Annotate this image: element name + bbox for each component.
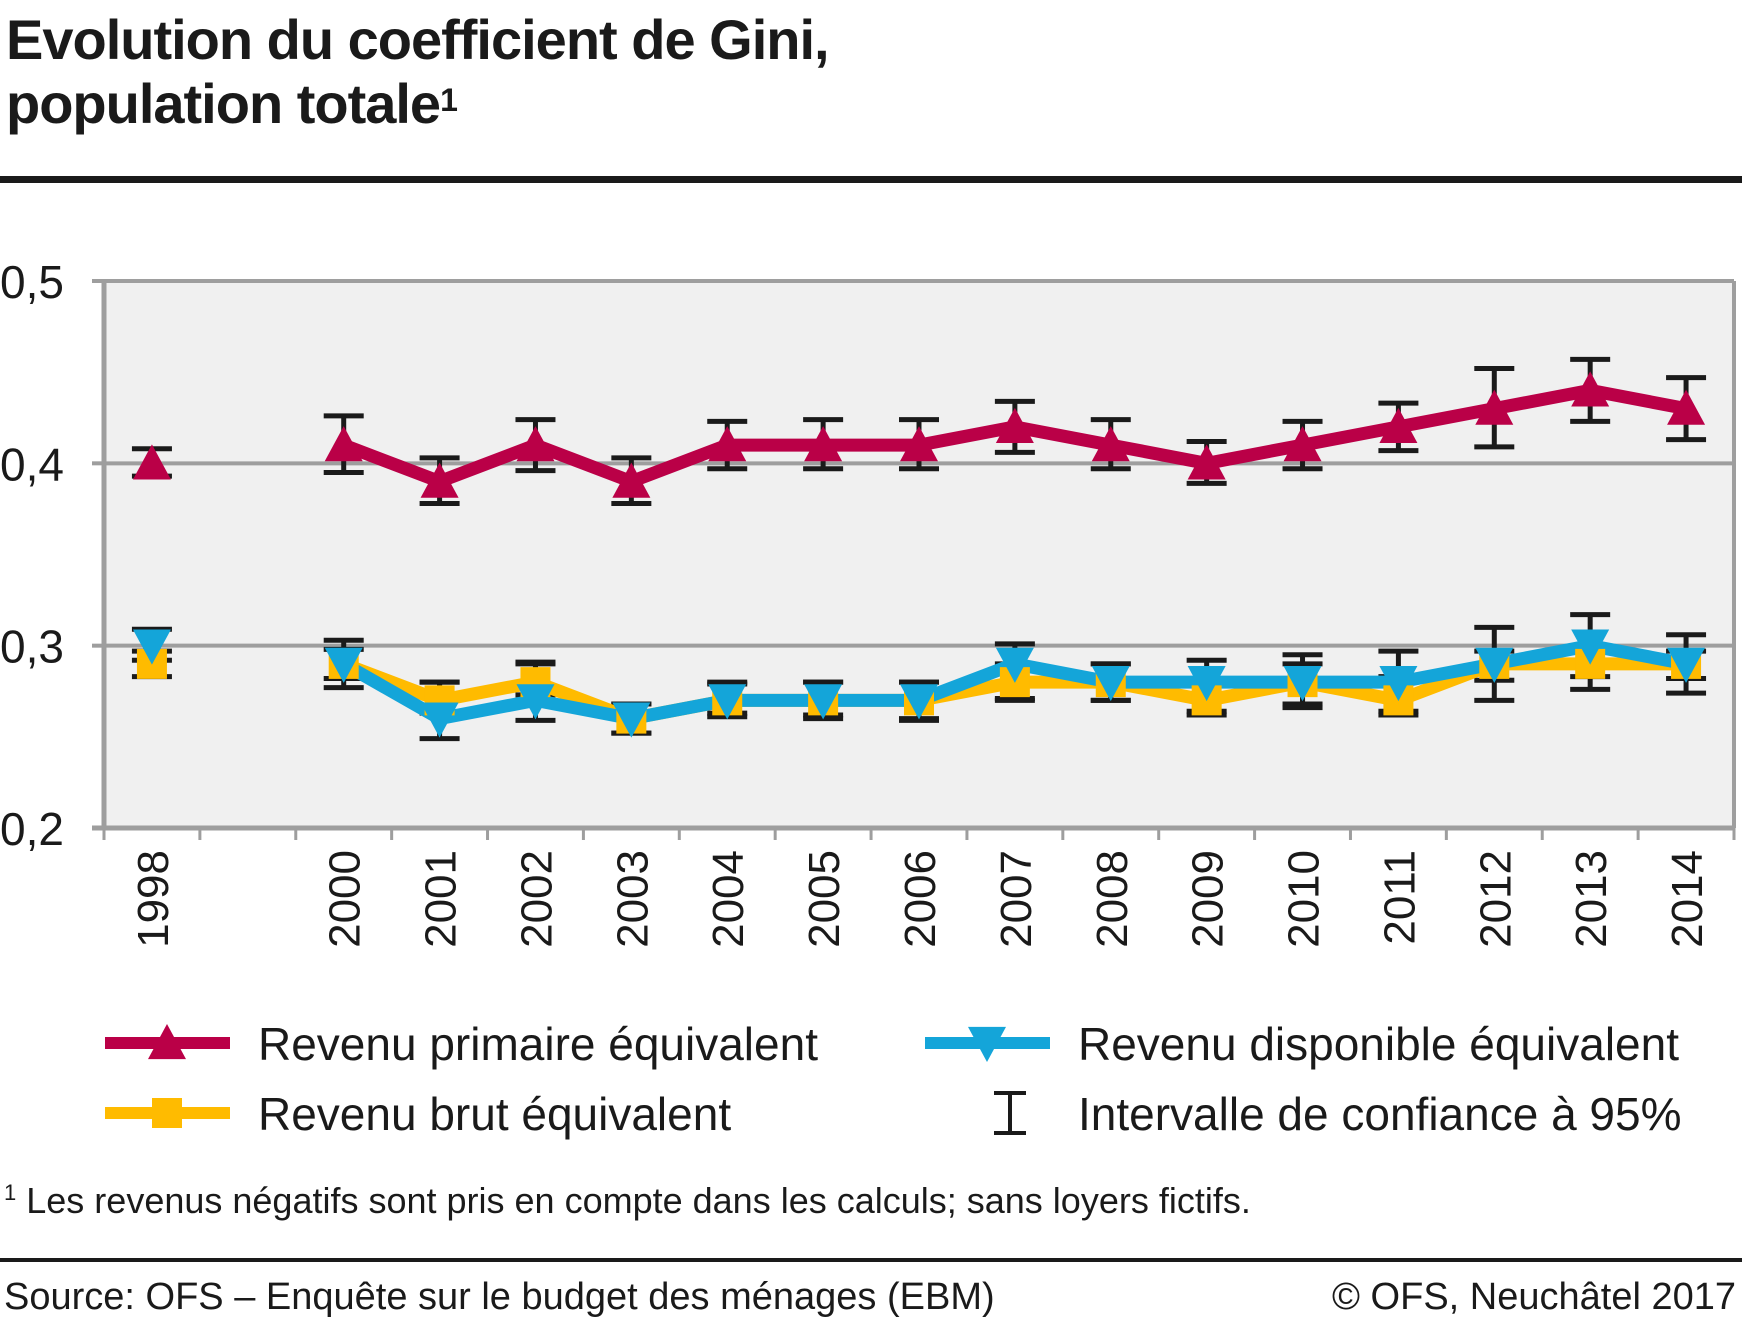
data-point	[516, 426, 555, 462]
chart-title-line2: population totale1	[6, 72, 829, 136]
legend-label-brut: Revenu brut équivalent	[258, 1088, 732, 1140]
legend-label-ci: Intervalle de confiance à 95%	[1078, 1088, 1682, 1140]
data-point	[708, 426, 747, 462]
data-point	[516, 684, 555, 720]
data-point	[1283, 426, 1322, 462]
x-tick-label-2014: 2014	[1663, 850, 1712, 948]
footnote-text: Les revenus négatifs sont pris en compte…	[26, 1180, 1251, 1221]
data-point	[995, 647, 1034, 683]
x-tick-label-2011: 2011	[1375, 850, 1424, 945]
source-text: Source: OFS – Enquête sur le budget des …	[4, 1276, 995, 1318]
legend-marker-icon-0	[148, 1024, 186, 1060]
x-tick-label-2010: 2010	[1280, 850, 1329, 948]
x-tick-label-2001: 2001	[417, 850, 466, 948]
y-tick-label: 0,3	[0, 621, 64, 673]
data-point	[708, 684, 747, 720]
data-point	[1571, 629, 1610, 665]
legend-marker-icon-1	[968, 1026, 1006, 1062]
legend-label-disponible: Revenu disponible équivalent	[1078, 1018, 1679, 1070]
data-point	[324, 647, 363, 683]
chart-title-line1: Evolution du coefficient de Gini,	[6, 8, 830, 71]
data-point	[1571, 371, 1610, 407]
x-tick-label-2006: 2006	[896, 850, 945, 948]
data-point	[1667, 389, 1706, 425]
legend-label-primaire: Revenu primaire équivalent	[258, 1018, 818, 1070]
data-point	[900, 684, 938, 720]
data-point	[420, 462, 459, 498]
x-tick-label-2003: 2003	[608, 850, 657, 948]
data-point	[324, 426, 363, 462]
x-tick-label-2008: 2008	[1088, 850, 1137, 948]
data-point	[1091, 665, 1130, 702]
data-point	[612, 462, 651, 498]
data-point	[804, 426, 843, 462]
plot-area	[104, 281, 1734, 828]
data-point	[132, 444, 171, 480]
y-tick-label: 0,2	[0, 803, 64, 855]
data-point	[1187, 665, 1226, 702]
legend-marker-icon-2	[152, 1098, 182, 1128]
x-tick-label-2013: 2013	[1567, 850, 1616, 948]
x-tick-label-2009: 2009	[1184, 850, 1233, 948]
x-tick-label-2012: 2012	[1471, 850, 1520, 948]
data-point	[420, 702, 459, 738]
footer-divider	[0, 1258, 1742, 1262]
data-point	[1187, 444, 1226, 480]
data-point	[1667, 647, 1706, 683]
data-point	[612, 702, 651, 738]
data-point	[1283, 665, 1322, 702]
y-tick-label: 0,4	[0, 438, 64, 490]
x-tick-label-2007: 2007	[992, 850, 1041, 948]
title-divider	[0, 176, 1742, 183]
data-point	[995, 407, 1034, 444]
x-tick-label-2000: 2000	[321, 850, 370, 948]
data-point	[900, 426, 938, 462]
data-point	[1475, 647, 1514, 683]
data-point	[1379, 407, 1418, 444]
chart-title: Evolution du coefficient de Gini, popula…	[6, 8, 830, 136]
x-tick-label-2004: 2004	[704, 850, 753, 948]
data-point	[1379, 665, 1418, 702]
x-tick-label-1998: 1998	[129, 850, 178, 948]
data-point	[1091, 426, 1130, 462]
chart-title-line2-text: population totale	[6, 72, 441, 135]
x-tick-label-2005: 2005	[800, 850, 849, 948]
footnote: 1 Les revenus négatifs sont pris en comp…	[4, 1180, 1251, 1222]
y-tick-label: 0,5	[0, 256, 64, 308]
x-tick-label-2002: 2002	[512, 850, 561, 948]
copyright-text: © OFS, Neuchâtel 2017	[1332, 1276, 1736, 1318]
data-point	[1475, 389, 1514, 425]
title-footnote-mark: 1	[440, 82, 458, 118]
footnote-mark: 1	[4, 1180, 17, 1205]
data-point	[132, 629, 171, 665]
data-point	[804, 684, 843, 720]
